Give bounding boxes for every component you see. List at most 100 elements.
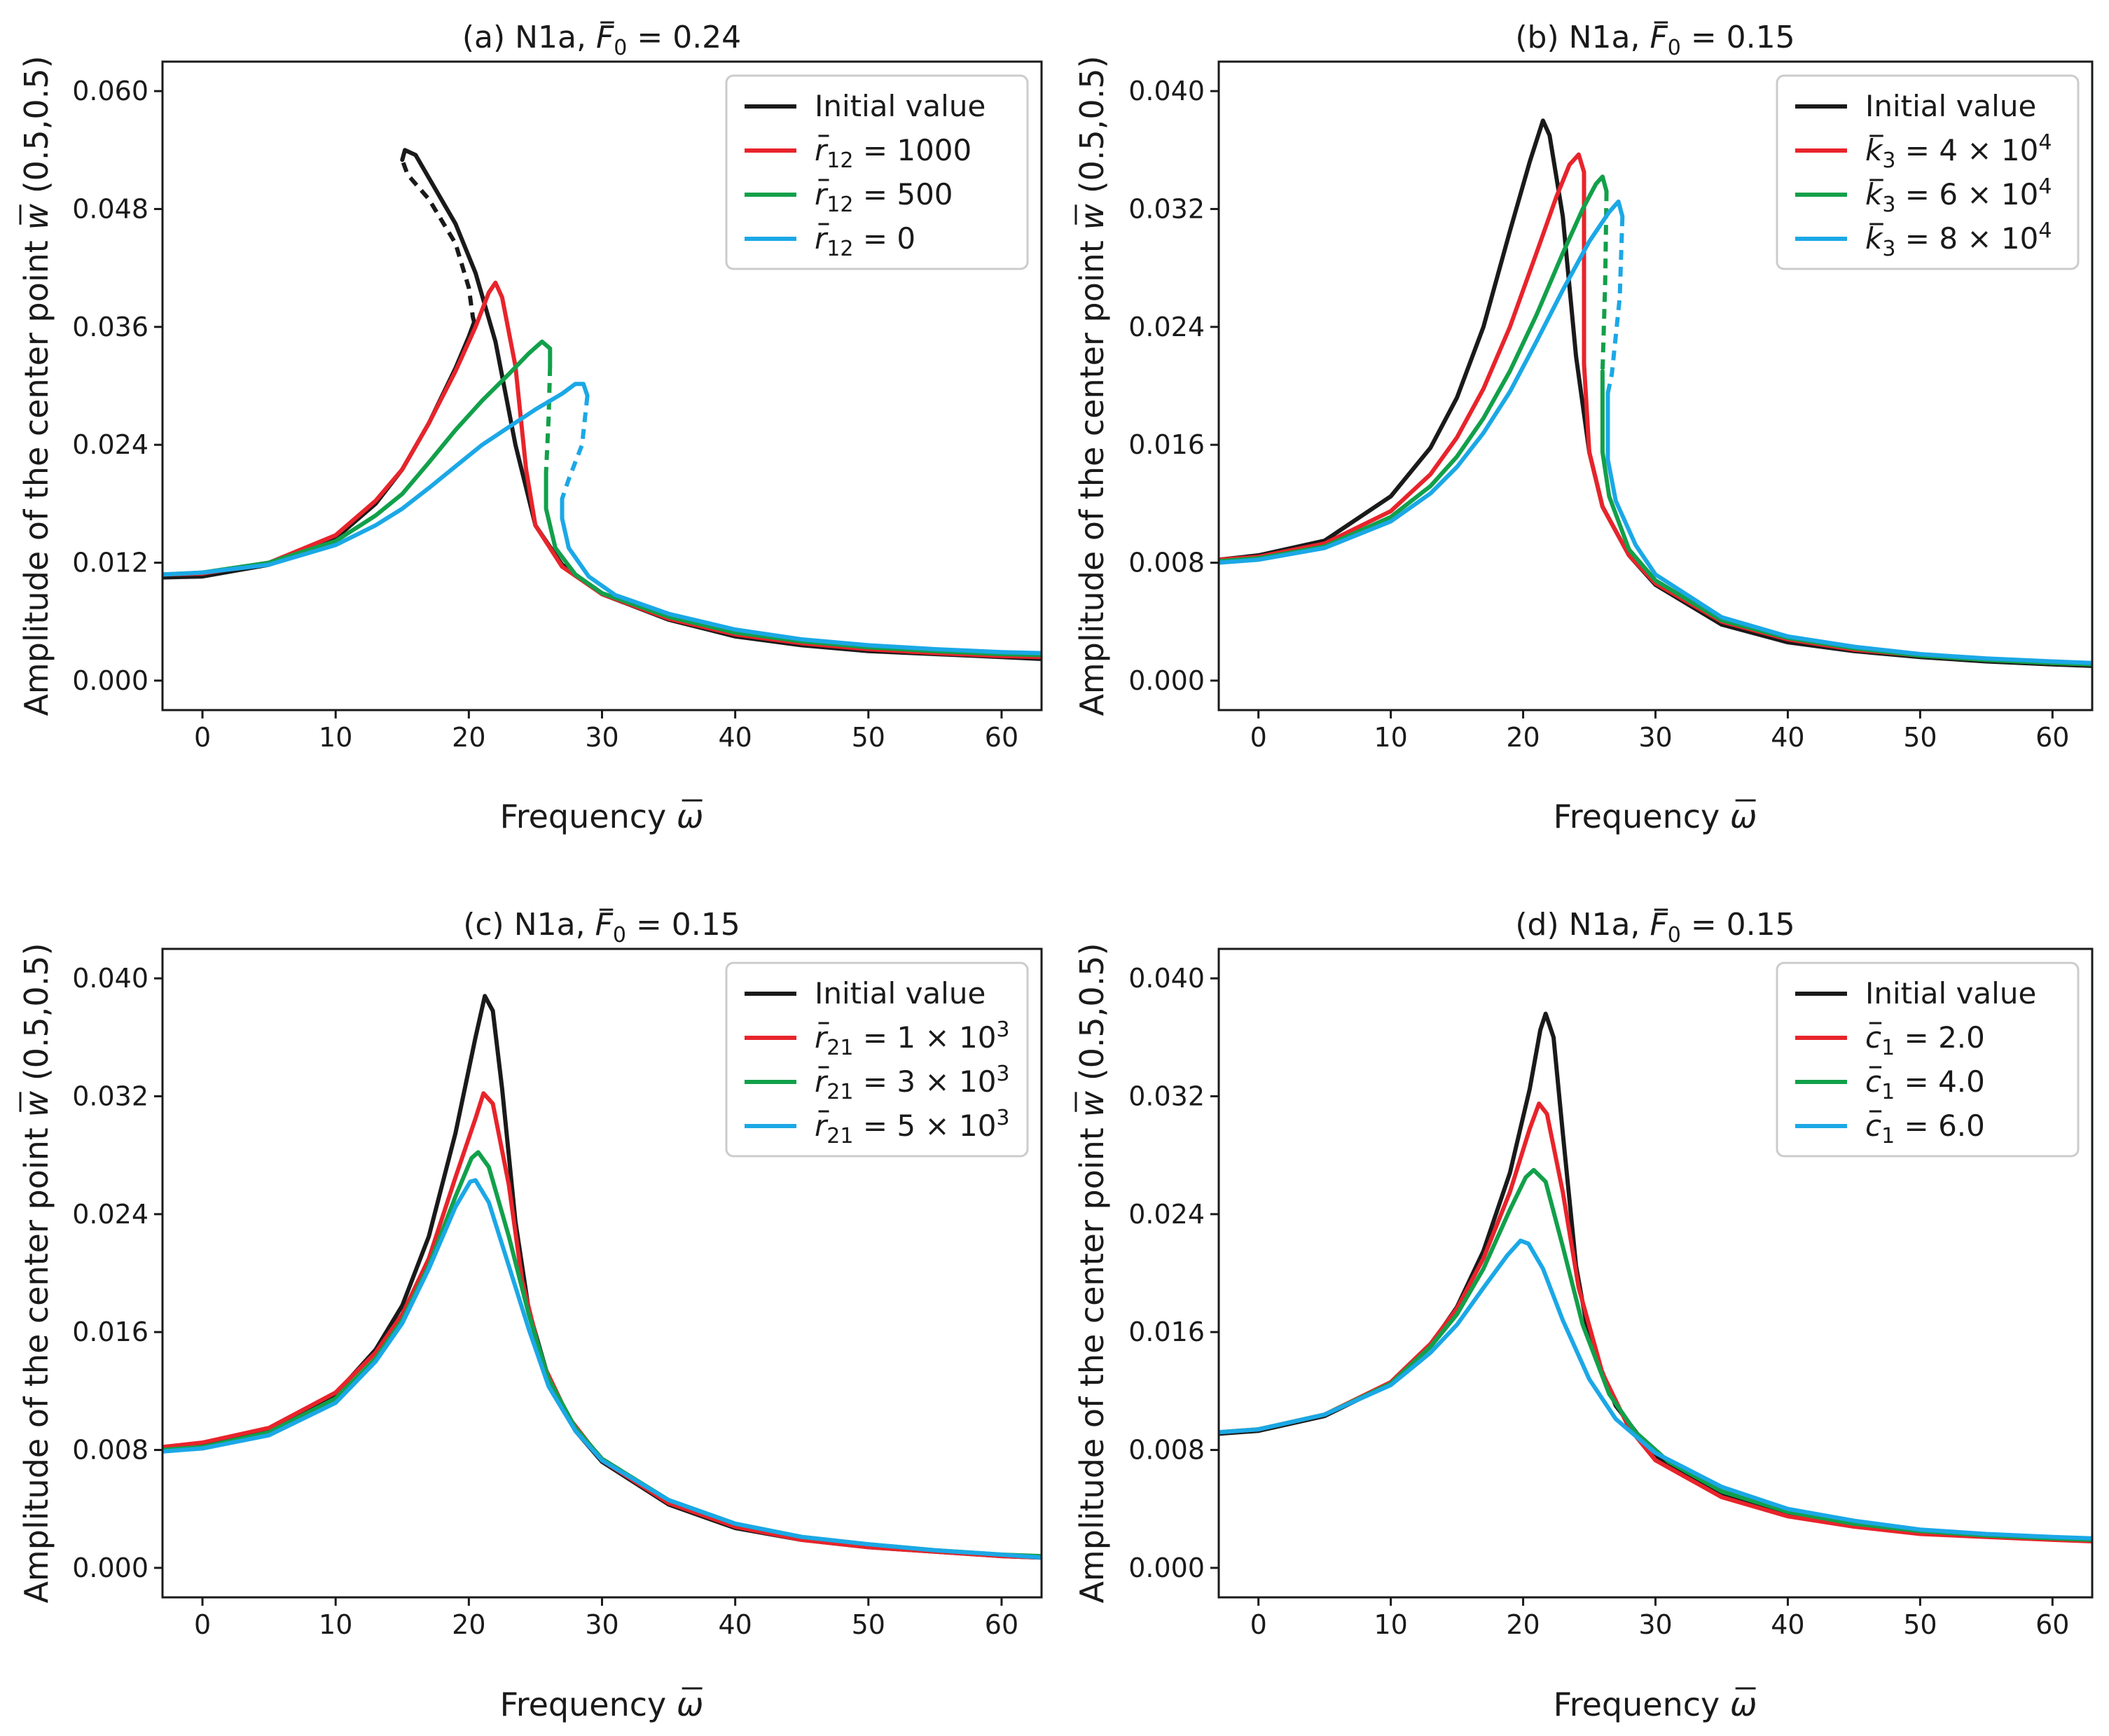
- panel-b-xtick-label: 50: [1903, 722, 1937, 753]
- panel-a-ytick-label: 0.024: [72, 429, 148, 460]
- panel-c-legend-label: r21 = 1 × 103: [815, 1018, 1010, 1060]
- panel-d-ytick-label: 0.040: [1128, 963, 1205, 994]
- panel-d-title: (d) N1a, F0 = 0.15: [1515, 907, 1795, 947]
- panel-c-xtick-label: 60: [985, 1609, 1018, 1640]
- panel-a-legend-label: Initial value: [815, 89, 986, 123]
- panel-c-xtick-label: 20: [452, 1609, 485, 1640]
- panel-b: (b) N1a, F0 = 0.15 Frequency ω Amplitude…: [1073, 20, 2094, 835]
- panel-a-ytick-label: 0.012: [72, 548, 148, 578]
- panel-b-ytick-label: 0.024: [1128, 312, 1205, 342]
- panel-c-ytick-label: 0.040: [72, 963, 148, 994]
- panel-a-series-2-solid-line: [163, 339, 553, 577]
- panel-d-legend: Initial value c1 = 2.0c1 = 4.0 c1 = 6.0: [1776, 961, 2080, 1158]
- panel-b-axes-frame: [1217, 60, 2094, 711]
- panel-c-xtick-label: 10: [319, 1609, 352, 1640]
- panel-d-xtick-label: 20: [1506, 1609, 1540, 1640]
- panel-a-ytick-label: 0.036: [72, 312, 148, 342]
- panel-d-xtick-label: 10: [1374, 1609, 1407, 1640]
- panel-c-ytick-label: 0.000: [72, 1553, 148, 1583]
- panel-b-series-3-solid-line: [1219, 199, 1625, 565]
- panel-b-ytick-label: 0.016: [1128, 429, 1205, 460]
- panel-c-ylabel: Amplitude of the center point w (0.5,0.5…: [18, 943, 55, 1603]
- panel-a-xtick-label: 20: [452, 722, 485, 753]
- panel-a-xtick-label: 30: [585, 722, 618, 753]
- panel-b-xtick-label: 0: [1250, 722, 1267, 753]
- panel-d-ytick-label: 0.024: [1128, 1199, 1205, 1230]
- panel-c-ytick-label: 0.008: [72, 1435, 148, 1466]
- panel-c-series-1-solid-line: [163, 1091, 1042, 1560]
- panel-a-plot-area: [163, 148, 1042, 661]
- panel-c-legend-label: r21 = 3 × 103: [815, 1062, 1010, 1104]
- panel-c-xtick-label: 50: [852, 1609, 885, 1640]
- panel-d-series-3-solid-line: [1219, 1238, 2092, 1541]
- panel-d-legend-label: c1 = 6.0: [1865, 1109, 1985, 1148]
- panel-a-series-2-dashed-line: [544, 366, 553, 473]
- panel-d-ytick-label: 0.000: [1128, 1553, 1205, 1583]
- panel-b-xtick-label: 60: [2035, 722, 2069, 753]
- panel-b-xlabel: Frequency ω: [1554, 798, 1757, 835]
- panel-b-ytick-label: 0.008: [1128, 548, 1205, 578]
- panel-b-legend-label: k3 = 6 × 104: [1865, 174, 2052, 217]
- panel-c-xtick-label: 40: [718, 1609, 752, 1640]
- panel-d-ytick-label: 0.032: [1128, 1081, 1205, 1111]
- panel-a-xtick-label: 50: [852, 722, 885, 753]
- panel-b-legend-box: [1776, 74, 2080, 270]
- panel-b-xtick-label: 20: [1506, 722, 1540, 753]
- panel-b-legend-label: k3 = 8 × 104: [1865, 218, 2052, 261]
- panel-b-series-3-dashed-line: [1605, 216, 1625, 394]
- panel-b-legend-label: Initial value: [1865, 89, 2036, 123]
- panel-a-legend-label: r12 = 1000: [815, 133, 971, 173]
- panel-a-series-0-dashed-line: [400, 159, 476, 323]
- panel-d-xtick-label: 30: [1638, 1609, 1672, 1640]
- panel-b-xtick-label: 10: [1374, 722, 1407, 753]
- panel-b-title: (b) N1a, F0 = 0.15: [1515, 20, 1795, 60]
- panel-b-ytick-label: 0.040: [1128, 76, 1205, 106]
- panel-d-xtick-label: 0: [1250, 1609, 1267, 1640]
- panel-c-series-3-solid-line: [163, 1178, 1042, 1560]
- panel-a-legend-label: r12 = 500: [815, 177, 953, 217]
- panel-c-xtick-label: 0: [194, 1609, 211, 1640]
- panel-a-ytick-label: 0.048: [72, 193, 148, 224]
- panel-b-legend-label: k3 = 4 × 104: [1865, 130, 2052, 173]
- panel-a-ytick-label: 0.060: [72, 76, 148, 106]
- panel-c-ytick-label: 0.016: [72, 1317, 148, 1347]
- panel-a-xtick-label: 0: [194, 722, 211, 753]
- panel-a-series-3-dashed-line: [560, 395, 590, 500]
- panel-d-axes-frame: [1217, 947, 2094, 1599]
- panel-d-series-2-solid-line: [1219, 1167, 2092, 1542]
- panel-d-xtick-label: 60: [2035, 1609, 2069, 1640]
- panel-a-title: (a) N1a, F0 = 0.24: [462, 20, 741, 60]
- panel-a-xlabel: Frequency ω: [500, 798, 704, 835]
- panel-a-series-3-solid2-line: [560, 497, 1042, 655]
- panel-a-legend-label: r12 = 0: [815, 221, 915, 261]
- panel-a-legend-box: [725, 74, 1029, 270]
- panel-d-ytick-label: 0.008: [1128, 1435, 1205, 1466]
- panel-a-xtick-label: 60: [985, 722, 1018, 753]
- panel-c-xlabel: Frequency ω: [500, 1686, 704, 1723]
- panel-c-ytick-label: 0.032: [72, 1081, 148, 1111]
- panel-c-xtick-label: 30: [585, 1609, 618, 1640]
- panel-b-ytick-label: 0.032: [1128, 193, 1205, 224]
- panel-b-series-3-solid2-line: [1605, 391, 2092, 665]
- panel-b-plot-area: [1219, 118, 2092, 668]
- panel-b-series-2-dashed-line: [1600, 191, 1609, 372]
- panel-d: (d) N1a, F0 = 0.15 Frequency ω Amplitude…: [1073, 907, 2094, 1723]
- panel-b-xtick-label: 40: [1771, 722, 1804, 753]
- panel-a-xtick-label: 40: [718, 722, 752, 753]
- panel-b-ytick-label: 0.000: [1128, 665, 1205, 696]
- panel-c-plot-area: [163, 994, 1042, 1560]
- panel-d-xtick-label: 50: [1903, 1609, 1937, 1640]
- panel-c-ytick-label: 0.024: [72, 1199, 148, 1230]
- panel-a-ytick-label: 0.000: [72, 665, 148, 696]
- panel-a-series-3-solid-line: [163, 382, 590, 577]
- panel-d-ytick-label: 0.016: [1128, 1317, 1205, 1347]
- panel-c: (c) N1a, F0 = 0.15 Frequency ω Amplitude…: [18, 907, 1043, 1723]
- panel-d-legend-box: [1776, 961, 2080, 1158]
- panel-b-ylabel: Amplitude of the center point w (0.5,0.5…: [1073, 55, 1111, 716]
- panel-d-legend-label: c1 = 4.0: [1865, 1064, 1985, 1104]
- panel-c-title: (c) N1a, F0 = 0.15: [463, 907, 740, 947]
- panel-d-ylabel: Amplitude of the center point w (0.5,0.5…: [1073, 943, 1111, 1603]
